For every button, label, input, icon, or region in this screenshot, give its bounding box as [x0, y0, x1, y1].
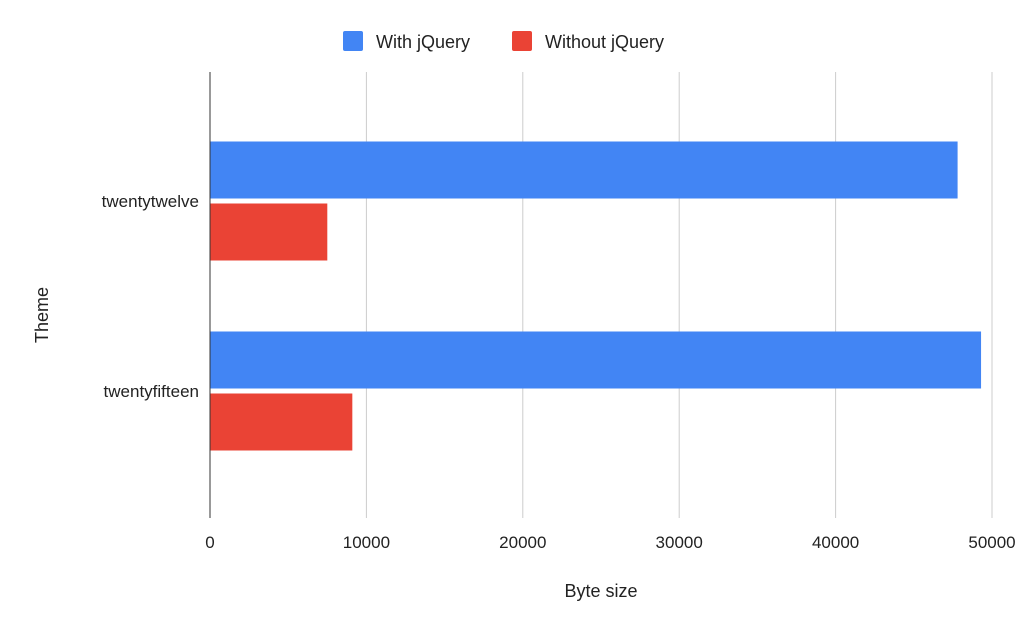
legend-label: With jQuery: [376, 32, 470, 52]
legend-swatch: [512, 31, 532, 51]
x-tick-label: 30000: [656, 533, 703, 552]
category-labels: twentytwelve twentyfifteen: [102, 192, 199, 401]
gridlines: [365, 72, 993, 518]
bars: [210, 141, 982, 451]
legend-label: Without jQuery: [545, 32, 664, 52]
x-tick-label: 0: [205, 533, 214, 552]
x-tick-label: 10000: [343, 533, 390, 552]
x-tick-label: 40000: [812, 533, 859, 552]
x-tick-label: 20000: [499, 533, 546, 552]
category-label: twentyfifteen: [104, 382, 199, 401]
bar-twentytwelve-with-jquery: [210, 141, 958, 199]
bar-twentytwelve-without-jquery: [210, 203, 328, 261]
x-tick-label: 50000: [968, 533, 1015, 552]
y-axis-title: Theme: [32, 287, 52, 343]
bar-twentyfifteen-with-jquery: [210, 331, 982, 389]
x-tick-labels: 0 10000 20000 30000 40000 50000: [205, 533, 1015, 552]
bar-twentyfifteen-without-jquery: [210, 393, 353, 451]
x-axis-title: Byte size: [564, 581, 637, 601]
legend-swatch: [343, 31, 363, 51]
category-label: twentytwelve: [102, 192, 199, 211]
legend: With jQuery Without jQuery: [343, 31, 664, 52]
